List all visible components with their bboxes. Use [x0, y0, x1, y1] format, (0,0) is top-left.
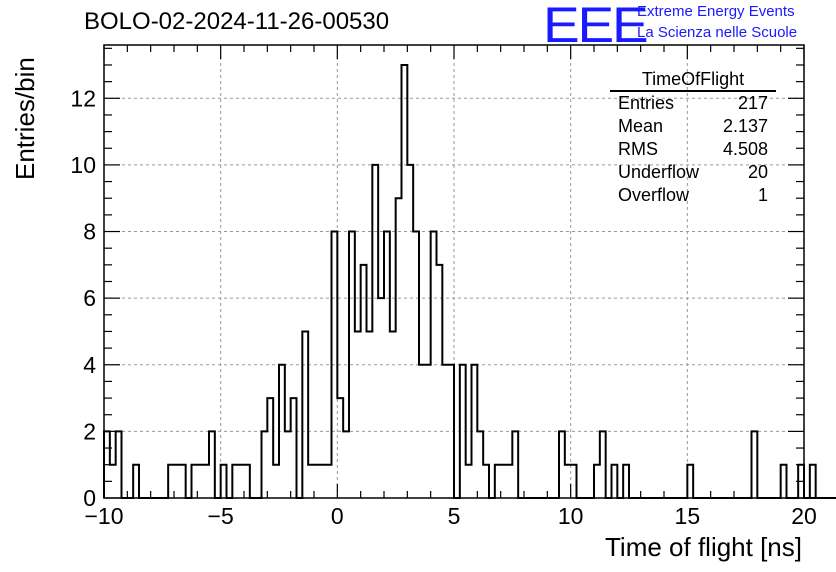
stats-label: Entries — [618, 93, 675, 113]
stats-title: TimeOfFlight — [610, 68, 776, 92]
x-tick-label: 15 — [675, 503, 701, 529]
y-tick-label: 6 — [83, 285, 96, 311]
x-tick-label: −10 — [84, 503, 123, 529]
logo-line-2: La Scienza nelle Scuole — [637, 24, 798, 41]
y-tick-label: 2 — [83, 418, 96, 444]
stats-row-rms: RMS 4.508 — [610, 138, 776, 161]
stats-row-underflow: Underflow 20 — [610, 161, 776, 184]
y-tick-label: 12 — [70, 85, 96, 111]
y-axis-label: Entries/bin — [10, 57, 40, 180]
x-tick-label: 20 — [791, 503, 817, 529]
x-axis-label: Time of flight [ns] — [605, 532, 802, 562]
y-tick-label: 10 — [70, 152, 96, 178]
stats-row-mean: Mean 2.137 — [610, 115, 776, 138]
stats-label: RMS — [618, 139, 658, 159]
stats-label: Overflow — [618, 185, 690, 205]
y-tick-label: 0 — [83, 485, 96, 511]
x-tick-label: 5 — [448, 503, 461, 529]
y-tick-label: 4 — [83, 352, 96, 378]
x-tick-label: −5 — [208, 503, 234, 529]
stats-value: 1 — [757, 185, 768, 205]
stats-box: TimeOfFlight Entries 217 Mean 2.137 RMS … — [610, 68, 776, 207]
stats-value: 217 — [737, 93, 768, 113]
stats-value: 20 — [747, 162, 768, 182]
stats-value: 2.137 — [722, 116, 768, 136]
x-tick-label: 0 — [331, 503, 344, 529]
stats-row-overflow: Overflow 1 — [610, 184, 776, 207]
x-tick-label: 10 — [558, 503, 584, 529]
page-title: BOLO-02-2024-11-26-00530 — [84, 8, 390, 35]
stats-label: Underflow — [618, 162, 700, 182]
stats-label: Mean — [618, 116, 664, 136]
logo-line-1: Extreme Energy Events — [637, 3, 795, 20]
stats-row-entries: Entries 217 — [610, 92, 776, 115]
y-tick-label: 8 — [83, 219, 96, 245]
stats-value: 4.508 — [722, 139, 768, 159]
eee-logo: EEE — [543, 0, 649, 53]
